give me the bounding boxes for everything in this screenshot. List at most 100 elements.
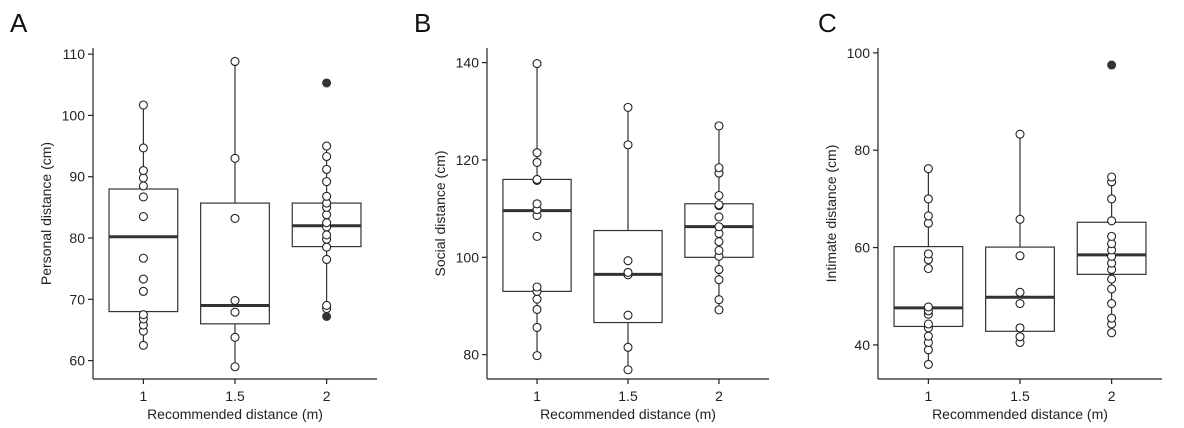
data-point bbox=[1015, 299, 1025, 309]
data-point bbox=[1015, 332, 1025, 342]
data-point bbox=[623, 102, 633, 112]
data-point bbox=[322, 191, 332, 201]
panel-letter: C bbox=[818, 8, 837, 38]
box-group-1.5 bbox=[200, 56, 270, 372]
panel-letter: A bbox=[10, 8, 28, 38]
y-tick-label: 100 bbox=[847, 45, 871, 61]
data-point bbox=[1107, 284, 1117, 294]
panel-b: B 80 100 120 140 1 1.5 2 Recommended distance (m… bbox=[395, 0, 790, 428]
data-point bbox=[138, 192, 148, 202]
y-tick-label: 100 bbox=[456, 249, 480, 265]
data-point bbox=[1107, 299, 1117, 309]
data-point bbox=[623, 140, 633, 150]
y-tick-label: 110 bbox=[63, 46, 86, 62]
data-point bbox=[923, 359, 933, 369]
x-tick-label: 2 bbox=[715, 388, 723, 404]
data-point bbox=[230, 362, 240, 372]
y-tick-label: 140 bbox=[456, 55, 480, 71]
data-point bbox=[138, 212, 148, 222]
y-axis-title: Personal distance (cm) bbox=[38, 142, 54, 285]
data-point bbox=[322, 177, 332, 187]
data-point bbox=[623, 256, 633, 266]
data-point bbox=[230, 295, 240, 306]
data-point bbox=[532, 294, 542, 304]
data-point bbox=[923, 331, 933, 341]
data-point bbox=[923, 263, 933, 274]
outlier-point bbox=[1107, 60, 1117, 70]
y-tick-label: 120 bbox=[456, 152, 480, 168]
data-point bbox=[532, 282, 542, 292]
boxplot-chart-b: B 80 100 120 140 1 1.5 2 Recommended distance (m… bbox=[414, 8, 769, 422]
data-point bbox=[532, 351, 542, 361]
data-point bbox=[923, 194, 933, 204]
data-point bbox=[714, 200, 724, 210]
data-point bbox=[138, 173, 148, 183]
data-point bbox=[1107, 328, 1117, 338]
data-point bbox=[714, 237, 724, 247]
y-tick-label: 80 bbox=[69, 230, 85, 246]
data-point bbox=[714, 275, 724, 285]
x-tick-label: 1 bbox=[139, 388, 147, 404]
data-point bbox=[1015, 251, 1025, 261]
data-point bbox=[714, 264, 724, 275]
y-axis-title: Intimate distance (cm) bbox=[823, 145, 839, 283]
data-point bbox=[138, 166, 148, 176]
data-point bbox=[1107, 194, 1117, 204]
x-tick-label: 1.5 bbox=[1010, 388, 1030, 404]
y-tick-label: 70 bbox=[69, 291, 85, 307]
outlier-point bbox=[322, 311, 332, 321]
data-point bbox=[923, 164, 933, 174]
data-point bbox=[138, 181, 148, 191]
data-point bbox=[923, 319, 933, 329]
data-point bbox=[1015, 214, 1025, 224]
box-group-1.5 bbox=[593, 102, 663, 375]
panel-letter: B bbox=[414, 8, 431, 38]
data-point bbox=[714, 212, 724, 222]
data-point bbox=[923, 211, 933, 221]
data-point bbox=[230, 213, 240, 223]
data-point bbox=[1015, 129, 1025, 139]
y-tick-label: 80 bbox=[854, 142, 870, 158]
data-point bbox=[230, 332, 240, 342]
data-point bbox=[322, 242, 332, 252]
box-group-2 bbox=[1076, 60, 1147, 338]
y-tick-label: 100 bbox=[62, 107, 86, 123]
data-point bbox=[532, 174, 542, 184]
x-tick-label: 1.5 bbox=[618, 388, 638, 404]
box-group-2 bbox=[684, 121, 754, 315]
data-point bbox=[714, 163, 724, 173]
data-point bbox=[138, 253, 148, 263]
y-tick-label: 60 bbox=[69, 353, 85, 369]
y-tick-label: 60 bbox=[854, 240, 870, 256]
data-point bbox=[714, 295, 724, 305]
x-axis-title: Recommended distance (m) bbox=[540, 406, 716, 422]
data-point bbox=[923, 302, 933, 312]
data-point bbox=[322, 254, 332, 265]
box-group-1 bbox=[502, 59, 572, 361]
data-point bbox=[714, 245, 724, 256]
data-point bbox=[532, 231, 542, 241]
panel-a: A 60 70 80 90 100 110 1 1.5 2 Recommended distance… bbox=[0, 0, 395, 428]
data-point bbox=[1107, 313, 1117, 323]
x-axis-title: Recommended distance (m) bbox=[147, 406, 323, 422]
data-point bbox=[1107, 231, 1117, 241]
data-point bbox=[322, 164, 332, 174]
data-point bbox=[1015, 287, 1025, 297]
data-point bbox=[532, 304, 542, 314]
data-point bbox=[230, 307, 240, 317]
data-point bbox=[322, 218, 332, 228]
data-point bbox=[138, 143, 148, 153]
data-point bbox=[532, 59, 542, 69]
box-group-1 bbox=[893, 164, 964, 369]
data-point bbox=[138, 310, 148, 320]
data-point bbox=[1015, 323, 1025, 333]
panel-c: C 40 60 80 100 1 1.5 2 Recommended distance (m) I… bbox=[790, 0, 1184, 428]
data-point bbox=[714, 222, 724, 232]
data-point bbox=[230, 153, 240, 163]
y-tick-label: 80 bbox=[463, 347, 479, 363]
data-point bbox=[138, 340, 148, 350]
data-point bbox=[532, 199, 542, 209]
data-point bbox=[923, 249, 933, 259]
outlier-point bbox=[322, 78, 332, 88]
